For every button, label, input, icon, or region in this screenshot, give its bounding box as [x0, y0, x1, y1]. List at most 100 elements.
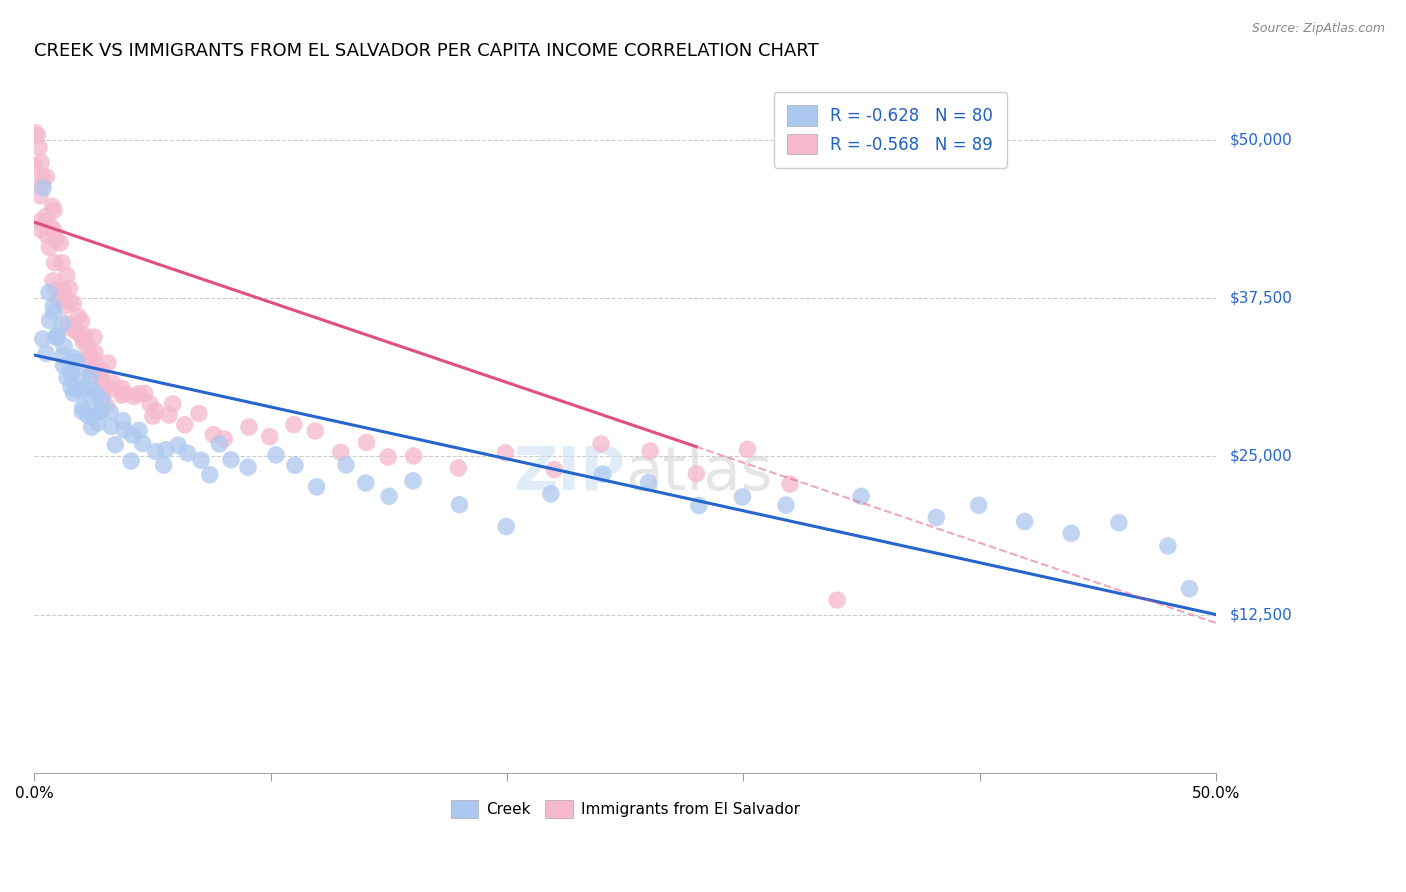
Point [637, 475, 659, 490]
Point [91, 363, 114, 377]
Point [62, 296, 84, 310]
Point [51, 256, 73, 270]
Point [152, 458, 174, 472]
Point [83, 352, 105, 367]
Point [27, 128, 49, 143]
Point [402, 474, 425, 488]
Point [52, 282, 75, 296]
Point [65, 325, 87, 339]
Point [688, 499, 710, 513]
Point [737, 442, 759, 457]
Point [35, 169, 58, 184]
Point [238, 420, 260, 434]
Point [90, 404, 112, 418]
Point [305, 480, 328, 494]
Point [825, 593, 848, 607]
Point [97, 356, 120, 370]
Point [59, 294, 82, 309]
Point [63, 351, 86, 365]
Point [134, 386, 156, 401]
Point [356, 435, 378, 450]
Point [42, 305, 65, 319]
Point [56, 317, 79, 331]
Text: $37,500: $37,500 [1230, 291, 1292, 306]
Point [495, 519, 517, 533]
Point [335, 458, 357, 472]
Point [208, 437, 231, 451]
Point [540, 487, 562, 501]
Point [31, 332, 53, 346]
Point [45, 329, 67, 343]
Point [30, 214, 52, 228]
Point [131, 436, 153, 450]
Point [42, 203, 65, 218]
Text: atlas: atlas [626, 444, 772, 503]
Point [45, 233, 67, 247]
Point [157, 408, 180, 422]
Point [24, 126, 46, 140]
Point [779, 477, 801, 491]
Point [70, 314, 93, 328]
Point [30, 155, 52, 169]
Point [79, 368, 101, 383]
Point [354, 475, 377, 490]
Point [56, 268, 79, 282]
Point [187, 407, 209, 421]
Point [72, 401, 94, 415]
Point [72, 404, 94, 418]
Point [60, 380, 83, 394]
Point [45, 282, 67, 296]
Point [31, 169, 53, 184]
Point [100, 419, 122, 434]
Text: $12,500: $12,500 [1230, 607, 1292, 622]
Point [84, 345, 107, 359]
Point [91, 393, 114, 408]
Point [176, 446, 198, 460]
Point [76, 339, 98, 353]
Point [592, 467, 614, 481]
Point [52, 359, 75, 373]
Point [212, 432, 235, 446]
Point [111, 381, 134, 395]
Point [259, 430, 281, 444]
Point [45, 330, 67, 344]
Point [35, 210, 58, 224]
Point [849, 489, 872, 503]
Point [52, 317, 75, 331]
Point [46, 329, 69, 343]
Point [80, 420, 103, 434]
Point [100, 382, 122, 396]
Point [219, 452, 242, 467]
Point [1157, 539, 1180, 553]
Point [112, 423, 135, 437]
Point [378, 489, 401, 503]
Point [38, 240, 60, 254]
Point [24, 159, 46, 173]
Point [84, 365, 107, 379]
Point [925, 510, 948, 524]
Text: Source: ZipAtlas.com: Source: ZipAtlas.com [1251, 22, 1385, 36]
Point [167, 438, 190, 452]
Point [44, 256, 66, 270]
Point [264, 448, 287, 462]
Text: $25,000: $25,000 [1230, 449, 1292, 464]
Point [79, 348, 101, 362]
Point [198, 467, 221, 482]
Text: ZIP: ZIP [513, 444, 626, 503]
Point [41, 199, 63, 213]
Point [48, 291, 70, 305]
Point [145, 404, 167, 418]
Point [42, 224, 65, 238]
Point [329, 445, 352, 459]
Point [59, 364, 82, 378]
Point [53, 339, 76, 353]
Point [284, 458, 307, 473]
Point [65, 354, 87, 368]
Point [91, 376, 114, 390]
Point [82, 409, 104, 424]
Point [145, 444, 167, 458]
Text: $50,000: $50,000 [1230, 132, 1292, 147]
Point [121, 428, 143, 442]
Point [190, 453, 212, 467]
Point [79, 351, 101, 366]
